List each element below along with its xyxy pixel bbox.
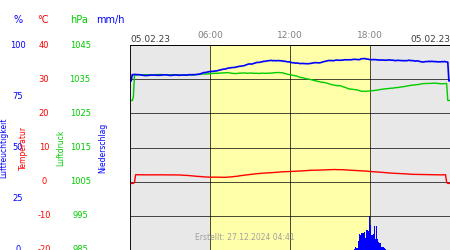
Text: °C: °C [37, 15, 49, 25]
Bar [360, 235, 361, 250]
Text: %: % [14, 15, 22, 25]
Bar [367, 230, 368, 250]
Bar [375, 240, 376, 250]
Bar [384, 248, 385, 250]
Bar [378, 242, 379, 250]
Bar [355, 248, 356, 250]
Text: 25: 25 [13, 194, 23, 203]
Text: 985: 985 [72, 246, 88, 250]
Text: 1045: 1045 [70, 40, 90, 50]
Text: mm/h: mm/h [96, 15, 125, 25]
Text: 1025: 1025 [70, 109, 90, 118]
Bar [361, 233, 363, 250]
Bar [363, 233, 364, 250]
Text: 0: 0 [41, 177, 47, 186]
Text: 05.02.23: 05.02.23 [410, 35, 450, 44]
Bar [364, 238, 366, 250]
Bar [359, 234, 360, 250]
Bar [379, 243, 380, 250]
Text: 0: 0 [15, 246, 21, 250]
Bar [210, 45, 370, 250]
Text: Niederschlag: Niederschlag [98, 122, 107, 172]
Bar [369, 216, 370, 250]
Bar [377, 239, 378, 250]
Bar [370, 225, 371, 250]
Bar [358, 241, 359, 250]
Text: 20: 20 [39, 109, 50, 118]
Text: -20: -20 [37, 246, 51, 250]
Text: Luftfeuchtigkeit: Luftfeuchtigkeit [0, 117, 8, 178]
Bar [374, 226, 375, 250]
Text: 100: 100 [10, 40, 26, 50]
Text: 50: 50 [13, 143, 23, 152]
Text: 40: 40 [39, 40, 50, 50]
Bar [368, 231, 369, 250]
Bar [366, 230, 367, 250]
Text: Temperatur: Temperatur [19, 126, 28, 170]
Bar [376, 226, 377, 250]
Text: 75: 75 [13, 92, 23, 101]
Bar [385, 249, 386, 250]
Text: Erstellt: 27.12.2024 04:41: Erstellt: 27.12.2024 04:41 [195, 233, 295, 242]
Bar [380, 242, 382, 250]
Text: 10: 10 [39, 143, 50, 152]
Bar [356, 248, 357, 250]
Bar [382, 247, 384, 250]
Text: hPa: hPa [70, 15, 88, 25]
Text: 995: 995 [72, 211, 88, 220]
Text: 1015: 1015 [70, 143, 90, 152]
Text: 1035: 1035 [70, 75, 90, 84]
Text: 05.02.23: 05.02.23 [130, 35, 170, 44]
Bar [357, 248, 358, 250]
Text: -10: -10 [37, 211, 51, 220]
Text: Luftdruck: Luftdruck [56, 129, 65, 166]
Bar [371, 235, 373, 250]
Text: 30: 30 [39, 75, 50, 84]
Text: 1005: 1005 [70, 177, 90, 186]
